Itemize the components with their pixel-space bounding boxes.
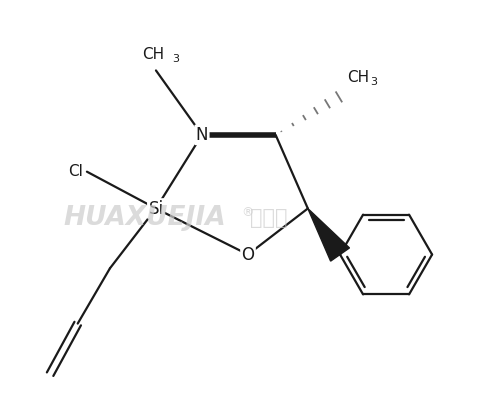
Text: ®: ® <box>241 206 253 219</box>
Text: 3: 3 <box>172 54 179 64</box>
Polygon shape <box>308 208 350 261</box>
Text: N: N <box>196 126 208 144</box>
Text: Cl: Cl <box>68 164 83 179</box>
Text: O: O <box>242 246 254 264</box>
Text: CH: CH <box>142 47 165 62</box>
Text: 化学加: 化学加 <box>250 208 288 228</box>
Text: 3: 3 <box>370 77 377 87</box>
Text: HUAXUEJIA: HUAXUEJIA <box>64 205 227 231</box>
Text: Si: Si <box>148 199 164 218</box>
Text: CH: CH <box>347 70 369 85</box>
